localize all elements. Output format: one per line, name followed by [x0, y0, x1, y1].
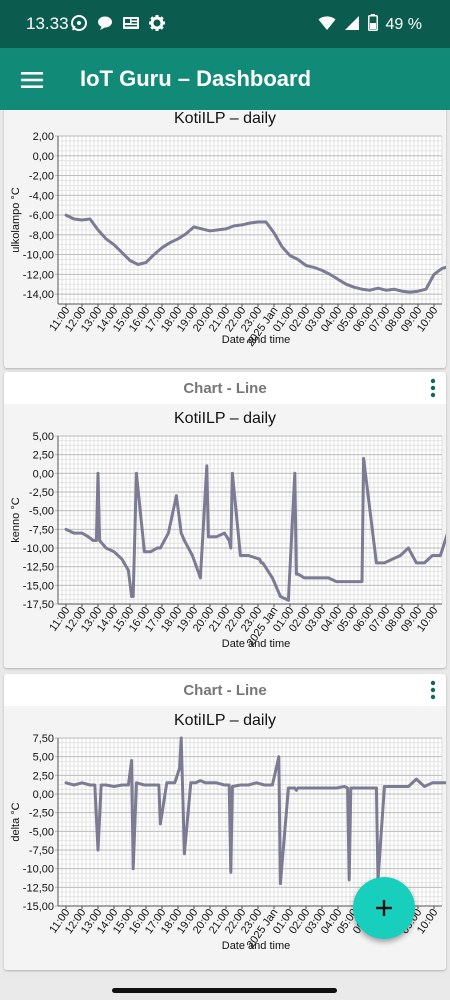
- y-tick-label: -5,00: [29, 826, 54, 838]
- y-tick-label: -4,00: [29, 190, 54, 202]
- y-tick-label: -7,50: [29, 524, 54, 536]
- y-tick-label: -12,50: [23, 562, 54, 574]
- menu-button[interactable]: [14, 62, 50, 98]
- y-axis-label: delta °C: [10, 802, 22, 841]
- y-tick-label: 2,50: [33, 450, 54, 462]
- y-tick-label: -5,00: [29, 506, 54, 518]
- y-tick-label: -2,50: [29, 808, 54, 820]
- y-tick-label: -15,00: [23, 580, 54, 592]
- y-tick-label: -12,00: [23, 269, 54, 281]
- app-bar: IoT Guru – Dashboard: [0, 48, 450, 110]
- status-time: 13.33: [26, 14, 69, 33]
- y-tick-label: 7,50: [33, 733, 54, 745]
- y-tick-label: -2,50: [29, 487, 54, 499]
- chart-title: KotiILP – daily: [174, 712, 276, 729]
- y-tick-label: -8,00: [29, 230, 54, 242]
- y-axis-label: kenno °C: [10, 497, 22, 542]
- y-tick-label: -17,50: [23, 599, 54, 611]
- plus-icon: [376, 900, 392, 916]
- chart-card: KotiILP – daily 2,00 0,00 -2,00 -4,00 -6,00 -8…: [4, 110, 446, 368]
- battery-icon: [367, 14, 378, 36]
- chart-title: KotiILP – daily: [174, 410, 276, 427]
- y-tick-label: -7,50: [29, 845, 54, 857]
- y-tick-label: 5,00: [33, 431, 54, 443]
- battery-percent: 49 %: [385, 16, 422, 33]
- y-tick-label: -15,00: [23, 901, 54, 913]
- x-axis-label: Date and time: [222, 940, 290, 952]
- x-axis-label: Date and time: [222, 638, 290, 650]
- add-fab-button[interactable]: [353, 877, 415, 939]
- chart-title: KotiILP – daily: [174, 110, 276, 127]
- news-icon: [122, 14, 140, 32]
- y-tick-label: -14,00: [23, 289, 54, 301]
- x-axis-label: Date and time: [222, 334, 290, 346]
- line-chart[interactable]: KotiILP – daily 2,00 0,00 -2,00 -4,00 -6,00 -8…: [4, 110, 446, 368]
- cell-signal-icon: [344, 15, 360, 36]
- y-axis-label: ulkolampo °C: [10, 187, 22, 253]
- more-vert-icon: [430, 378, 436, 398]
- y-tick-label: -10,00: [23, 250, 54, 262]
- card-menu-button[interactable]: [426, 376, 440, 400]
- chart-area: KotiILP – daily 5,00 2,50 0,00 -2,50 -5,00 -7,…: [4, 404, 446, 668]
- series-line: [64, 213, 446, 294]
- home-gesture-handle[interactable]: [112, 988, 337, 993]
- y-tick-label: -12,50: [23, 882, 54, 894]
- y-tick-label: -10,00: [23, 543, 54, 555]
- more-vert-icon: [430, 680, 436, 700]
- y-tick-label: -2,00: [29, 171, 54, 183]
- chat-bubble-icon: [96, 14, 114, 32]
- status-bar: 13.33 49 %: [0, 0, 450, 48]
- y-tick-label: 0,00: [33, 789, 54, 801]
- series-line: [64, 736, 446, 886]
- whatsapp-icon: [70, 14, 88, 32]
- hamburger-menu-icon: [21, 72, 43, 88]
- y-tick-label: 0,00: [33, 151, 54, 163]
- y-tick-label: 0,00: [33, 468, 54, 480]
- gear-icon: [148, 14, 166, 32]
- status-notification-icons: [70, 14, 166, 32]
- card-header: Chart - Line: [4, 674, 446, 706]
- y-tick-label: -6,00: [29, 210, 54, 222]
- chart-card: Chart - Line KotiILP – daily 5,00 2,50 0,00…: [4, 372, 446, 668]
- series-line: [64, 456, 446, 602]
- y-tick-label: 2,50: [33, 770, 54, 782]
- app-title: IoT Guru – Dashboard: [80, 66, 312, 91]
- card-menu-button[interactable]: [426, 678, 440, 702]
- y-tick-label: 2,00: [33, 131, 54, 143]
- navigation-bar: [0, 980, 450, 1000]
- wifi-icon: [318, 15, 336, 36]
- chart-area: KotiILP – daily 2,00 0,00 -2,00 -4,00 -6,00 -8…: [4, 110, 446, 368]
- y-tick-label: -10,00: [23, 864, 54, 876]
- line-chart[interactable]: KotiILP – daily 5,00 2,50 0,00 -2,50 -5,00 -7,…: [4, 404, 446, 668]
- card-title: Chart - Line: [183, 682, 267, 699]
- status-system-icons: 49 %: [318, 14, 422, 36]
- card-header: Chart - Line: [4, 372, 446, 404]
- dashboard-content[interactable]: KotiILP – daily 2,00 0,00 -2,00 -4,00 -6,00 -8…: [0, 110, 450, 980]
- card-title: Chart - Line: [183, 380, 267, 397]
- y-tick-label: 5,00: [33, 752, 54, 764]
